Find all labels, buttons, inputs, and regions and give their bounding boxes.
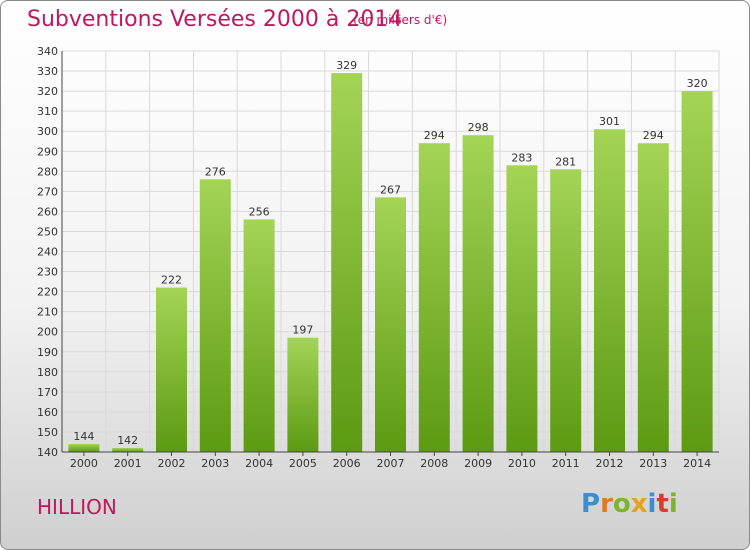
x-tick-label: 2003 bbox=[201, 457, 229, 470]
x-tick-label: 2009 bbox=[464, 457, 492, 470]
bar-2002 bbox=[156, 287, 187, 452]
bar-2013 bbox=[637, 143, 669, 453]
logo-letter: i bbox=[647, 489, 657, 519]
x-tick-label: 2011 bbox=[552, 457, 580, 470]
y-tick-label: 260 bbox=[37, 205, 58, 218]
bar-2012 bbox=[594, 129, 625, 452]
unit-note: (en milliers d'€) bbox=[353, 13, 448, 27]
x-tick-label: 2002 bbox=[158, 457, 186, 470]
bar-value-label: 298 bbox=[468, 121, 489, 134]
chart-title: Subventions Versées 2000 à 2014 bbox=[27, 7, 403, 32]
bar-2001 bbox=[112, 447, 144, 452]
bar-value-label: 142 bbox=[117, 434, 138, 447]
x-tick-label: 2008 bbox=[420, 457, 448, 470]
y-tick-label: 230 bbox=[37, 266, 58, 279]
y-tick-label: 200 bbox=[37, 326, 58, 339]
y-tick-label: 170 bbox=[37, 386, 58, 399]
bar-2008 bbox=[418, 143, 450, 453]
x-tick-label: 2012 bbox=[596, 457, 624, 470]
bar-2004 bbox=[243, 219, 275, 452]
bar-value-label: 222 bbox=[161, 274, 182, 287]
y-tick-label: 250 bbox=[37, 225, 58, 238]
logo-letter: t bbox=[656, 489, 669, 519]
bars: 144 142 222 276 256 197 329 267 294 298 283 281 301 2… bbox=[68, 59, 713, 453]
bar-value-label: 283 bbox=[511, 151, 532, 164]
y-tick-label: 240 bbox=[37, 246, 58, 259]
bar-2003 bbox=[199, 179, 231, 452]
y-tick-label: 300 bbox=[37, 125, 58, 138]
bar-2014 bbox=[681, 91, 713, 452]
x-tick-label: 2014 bbox=[683, 457, 711, 470]
bar-2005 bbox=[287, 337, 319, 452]
x-tick-label: 2007 bbox=[377, 457, 405, 470]
bar-2007 bbox=[375, 197, 406, 452]
bar-2011 bbox=[550, 169, 582, 453]
y-tick-label: 340 bbox=[37, 45, 58, 58]
y-tick-label: 270 bbox=[37, 185, 58, 198]
bar-value-label: 301 bbox=[599, 115, 620, 128]
bar-value-label: 329 bbox=[336, 59, 357, 72]
proxiti-logo[interactable]: Proxiti bbox=[581, 489, 678, 519]
bar-value-label: 294 bbox=[643, 129, 664, 142]
y-tick-label: 160 bbox=[37, 406, 58, 419]
y-tick-label: 190 bbox=[37, 346, 58, 359]
y-tick-label: 140 bbox=[37, 446, 58, 459]
y-tick-label: 210 bbox=[37, 306, 58, 319]
logo-letter: r bbox=[600, 489, 613, 519]
bar-value-label: 256 bbox=[249, 205, 270, 218]
logo-letter: i bbox=[668, 489, 678, 519]
axes: 140 150 160 170 180 190 200 210 220 230 240 250 260 2… bbox=[37, 45, 719, 470]
y-tick-label: 330 bbox=[37, 65, 58, 78]
bar-2010 bbox=[506, 165, 538, 452]
bar-2006 bbox=[331, 73, 363, 453]
logo-letter: x bbox=[630, 489, 648, 519]
x-tick-label: 2000 bbox=[70, 457, 98, 470]
x-tick-label: 2001 bbox=[114, 457, 142, 470]
x-tick-label: 2006 bbox=[333, 457, 361, 470]
logo-letter: P bbox=[581, 489, 601, 519]
bar-2009 bbox=[462, 135, 494, 452]
y-tick-label: 150 bbox=[37, 426, 58, 439]
y-tick-label: 280 bbox=[37, 165, 58, 178]
x-tick-label: 2004 bbox=[245, 457, 273, 470]
bar-value-label: 294 bbox=[424, 129, 445, 142]
y-tick-label: 180 bbox=[37, 366, 58, 379]
bar-value-label: 144 bbox=[73, 430, 94, 443]
y-tick-label: 220 bbox=[37, 286, 58, 299]
logo-letter: o bbox=[612, 489, 631, 519]
y-tick-label: 310 bbox=[37, 105, 58, 118]
commune-name: HILLION bbox=[37, 495, 117, 519]
bar-2000 bbox=[68, 443, 100, 452]
bar-value-label: 320 bbox=[687, 77, 708, 90]
x-tick-label: 2005 bbox=[289, 457, 317, 470]
y-tick-label: 290 bbox=[37, 145, 58, 158]
bar-value-label: 267 bbox=[380, 183, 401, 196]
bar-value-label: 281 bbox=[555, 155, 576, 168]
y-tick-label: 320 bbox=[37, 85, 58, 98]
bar-value-label: 197 bbox=[292, 324, 313, 337]
x-tick-label: 2010 bbox=[508, 457, 536, 470]
x-tick-label: 2013 bbox=[639, 457, 667, 470]
bar-value-label: 276 bbox=[205, 165, 226, 178]
